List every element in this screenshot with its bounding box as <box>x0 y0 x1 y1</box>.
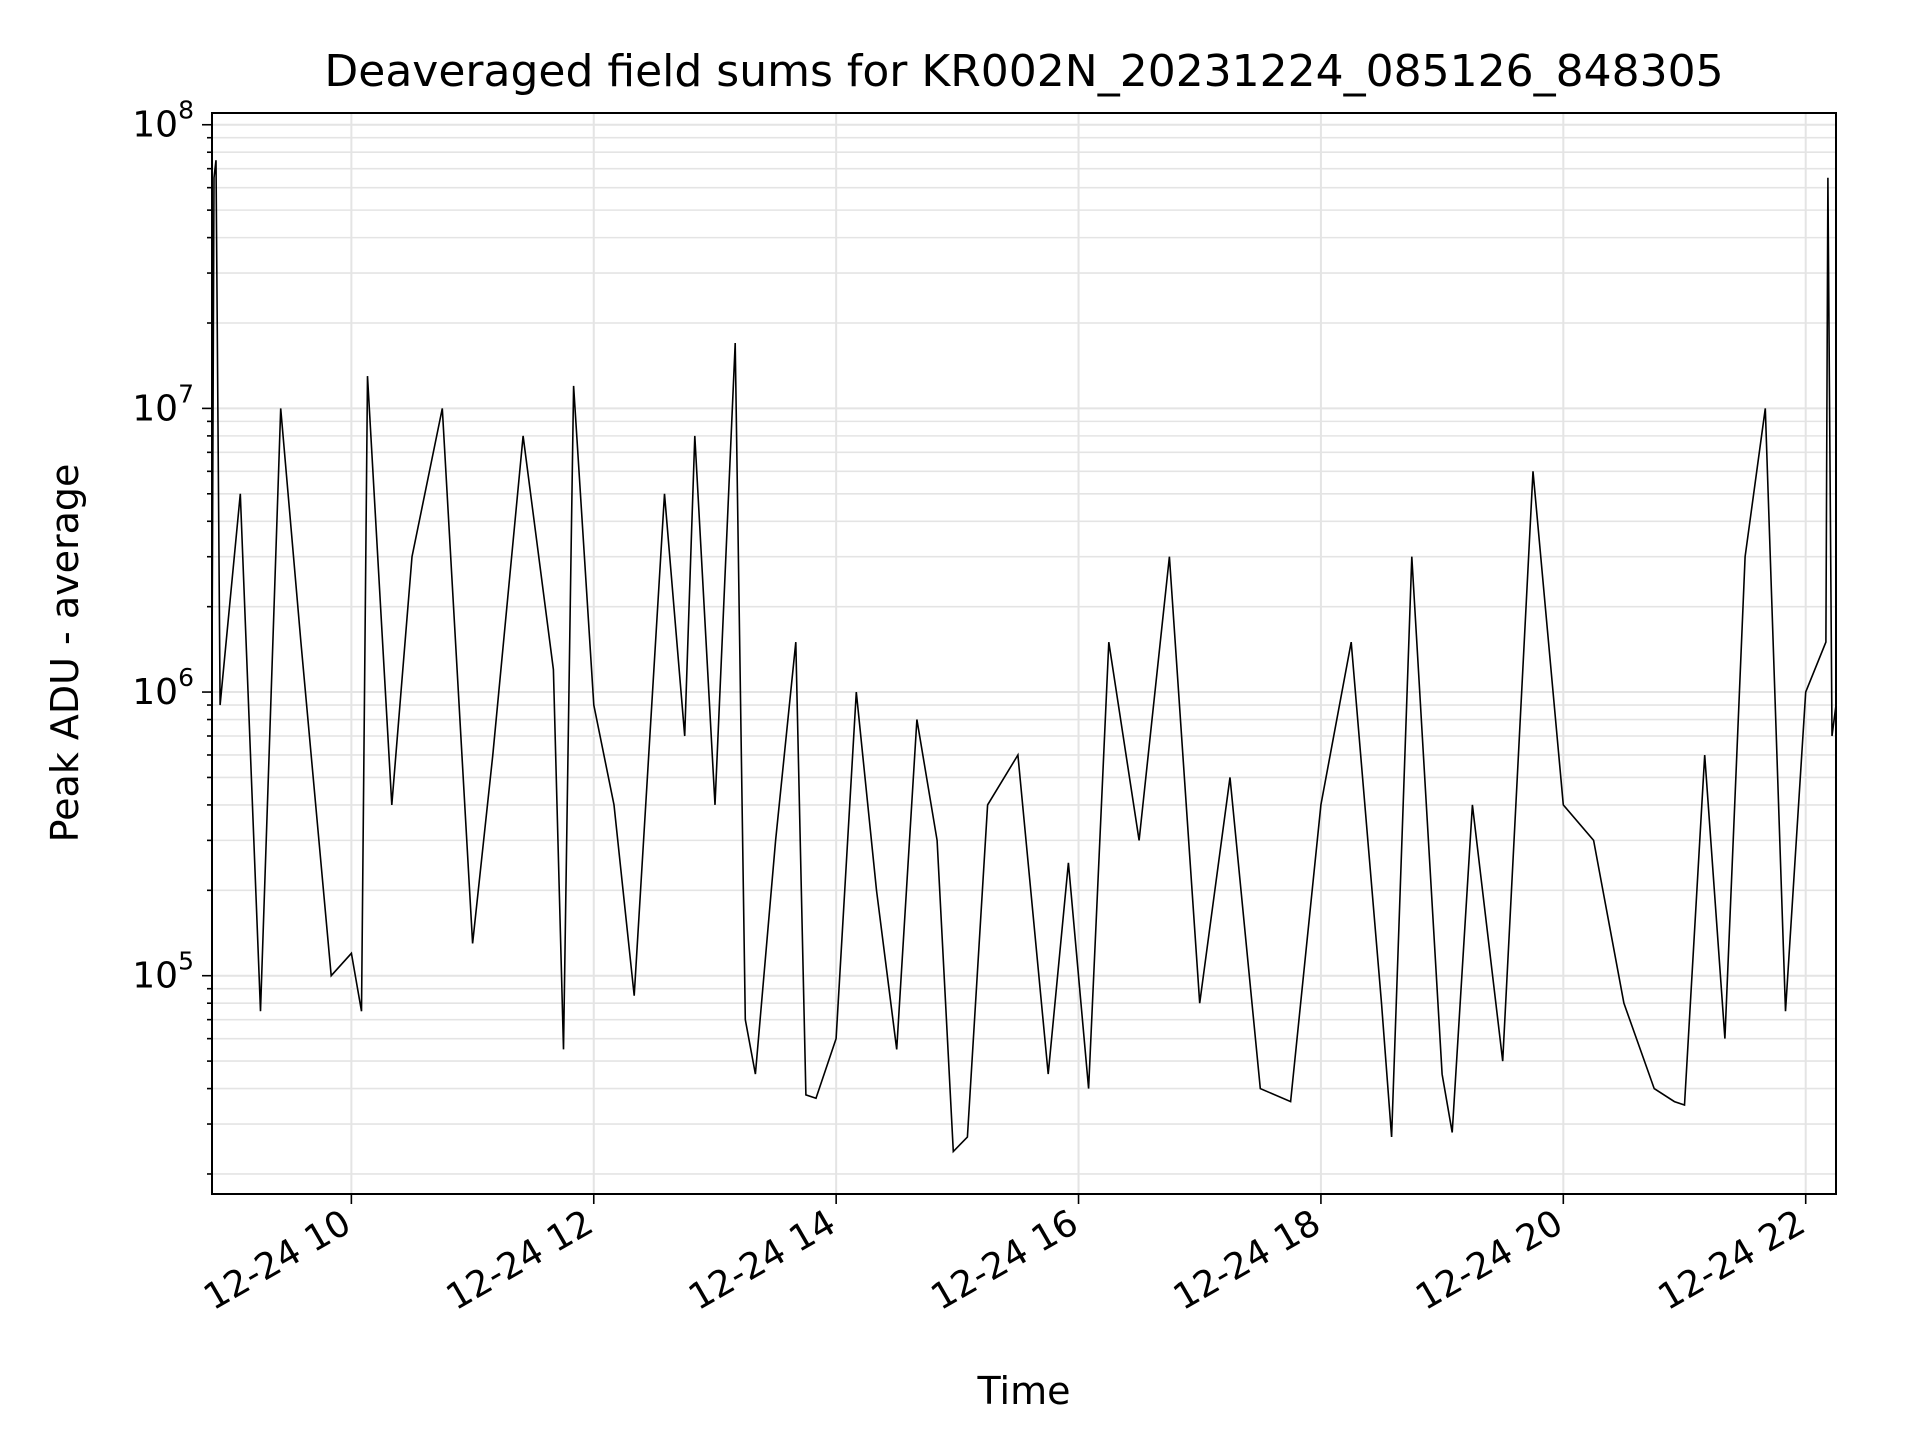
y-tick-label: 108 <box>132 96 194 146</box>
x-axis-label: Time <box>977 1369 1071 1413</box>
y-tick-label: 107 <box>132 379 194 429</box>
y-tick-label: 105 <box>132 947 194 997</box>
plot-area-frame <box>211 112 1837 1195</box>
y-tick-label: 106 <box>132 663 194 713</box>
series-line <box>211 160 1837 1154</box>
y-axis-label: Peak ADU - average <box>43 464 87 843</box>
chart-title: Deaveraged field sums for KR002N_2023122… <box>324 46 1723 97</box>
grid-layer <box>212 113 1836 1194</box>
series-layer <box>211 160 1837 1154</box>
